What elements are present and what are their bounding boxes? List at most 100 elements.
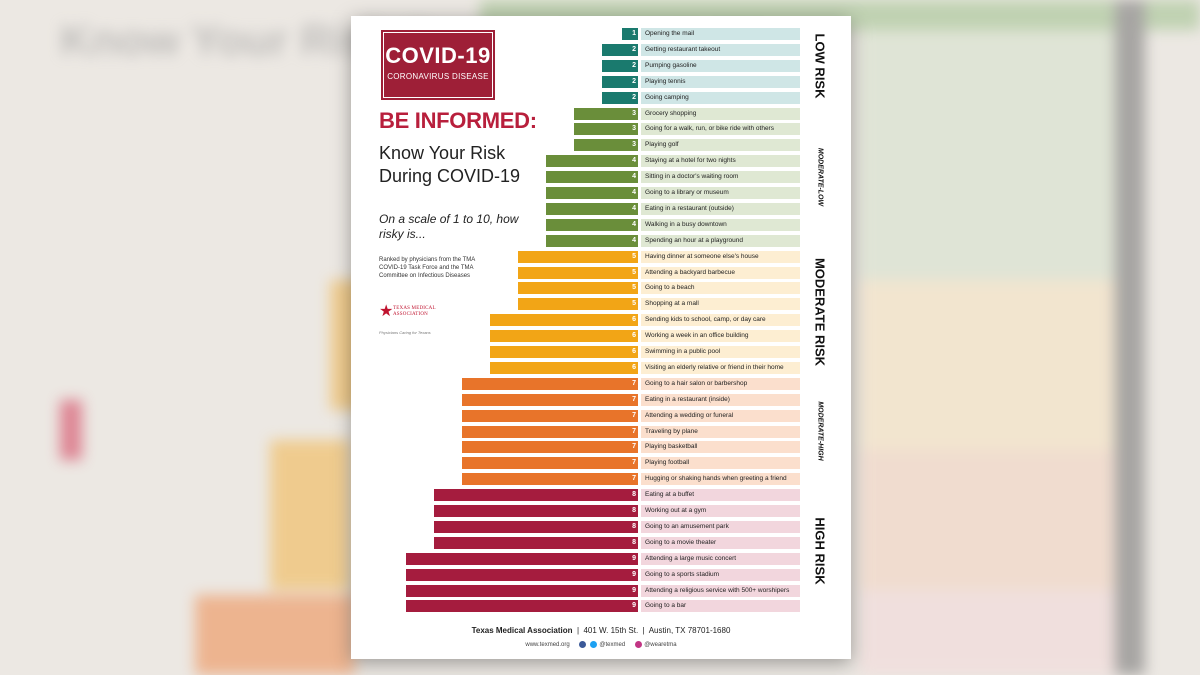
badge-title: COVID-19 (385, 43, 491, 68)
risk-value-label: 3 (632, 141, 636, 149)
chart-row: 6 Sending kids to school, camp, or day ca… (351, 314, 851, 327)
risk-bar: 2 (602, 91, 638, 104)
risk-bar: 5 (518, 282, 638, 295)
chart-row: 4 Spending an hour at a playground (351, 234, 851, 247)
tma-logo: ★ TEXAS MEDICAL ASSOCIATION Physicians C… (379, 304, 439, 338)
risk-value-label: 7 (632, 379, 636, 387)
risk-value-label: 3 (632, 109, 636, 117)
risk-zone-label: MODERATE-LOW (816, 147, 824, 207)
risk-value-label: 6 (632, 363, 636, 371)
risk-value-label: 1 (632, 30, 636, 37)
risk-value-label: 2 (632, 61, 636, 69)
activity-label: Going to a sports stadium (641, 568, 800, 581)
risk-value-label: 2 (632, 45, 636, 53)
risk-bar: 7 (462, 393, 638, 406)
activity-label: Going to a hair salon or barbershop (641, 377, 800, 390)
activity-label: Working out at a gym (641, 505, 800, 517)
risk-bar: 7 (462, 457, 638, 470)
risk-value-label: 4 (632, 157, 636, 165)
risk-value-label: 2 (632, 93, 636, 101)
risk-bar: 4 (546, 202, 638, 215)
activity-label: Working a week in an office building (641, 330, 800, 343)
chart-row: 7 Hugging or shaking hands when greeting … (351, 473, 851, 486)
activity-label: Playing golf (641, 139, 800, 152)
chart-row: 7 Traveling by plane (351, 425, 851, 438)
footer-org: Texas Medical Association (471, 626, 573, 635)
risk-bar: 4 (546, 187, 638, 199)
chart-row: 4 Eating in a restaurant (outside) (351, 202, 851, 215)
risk-value-label: 4 (632, 220, 636, 228)
chart-row: 6 Working a week in an office building (351, 330, 851, 343)
scale-question: On a scale of 1 to 10, how risky is... (379, 212, 519, 241)
chart-row: 6 Swimming in a public pool (351, 346, 851, 358)
risk-bar: 8 (434, 505, 638, 517)
badge-subtitle: CORONAVIRUS DISEASE (387, 72, 489, 81)
risk-value-label: 8 (632, 538, 636, 546)
risk-bar: 8 (434, 520, 638, 533)
chart-row: 2 Getting restaurant takeout (351, 43, 851, 56)
chart-row: 6 Visiting an elderly relative or friend … (351, 361, 851, 374)
chart-row: 4 Sitting in a doctor's waiting room (351, 171, 851, 184)
footer-address: Texas Medical Association | 401 W. 15th … (471, 626, 731, 635)
risk-bar: 7 (462, 409, 638, 422)
chart-row: 9 Attending a religious service with 500+… (351, 584, 851, 597)
activity-label: Going for a walk, run, or bike ride with… (641, 123, 800, 136)
risk-value-label: 8 (632, 491, 636, 499)
risk-value-label: 4 (632, 236, 636, 244)
risk-bar: 7 (462, 441, 638, 454)
risk-value-label: 9 (632, 586, 636, 594)
twitter-icon[interactable] (589, 641, 597, 648)
activity-label: Going to a movie theater (641, 536, 800, 549)
heading: BE INFORMED: (379, 108, 537, 133)
footer-social-handle[interactable]: @texmed (599, 642, 626, 649)
chart-row: 8 Going to a movie theater (351, 536, 851, 549)
risk-value-label: 4 (632, 189, 636, 196)
risk-bar: 6 (490, 361, 638, 374)
footer-website[interactable]: www.texmed.org (525, 642, 570, 649)
risk-value-label: 7 (632, 459, 636, 467)
footer-contacts: www.texmed.org @texmed @wearetma (351, 641, 851, 648)
footer-street: 401 W. 15th St. (583, 626, 639, 635)
risk-bar: 2 (602, 75, 638, 88)
chart-row: 7 Attending a wedding or funeral (351, 409, 851, 422)
activity-label: Eating at a buffet (641, 489, 800, 502)
footer-instagram[interactable]: @wearetma (644, 642, 677, 649)
chart-row: 7 Playing football (351, 457, 851, 470)
chart-row: 8 Going to an amusement park (351, 520, 851, 533)
activity-label: Attending a backyard barbecue (641, 266, 800, 279)
risk-value-label: 5 (632, 268, 636, 276)
activity-label: Walking in a busy downtown (641, 218, 800, 231)
chart-row: 9 Attending a large music concert (351, 552, 851, 565)
activity-label: Attending a wedding or funeral (641, 409, 800, 422)
activity-label: Pumping gasoline (641, 59, 800, 72)
risk-bar: 7 (462, 473, 638, 486)
risk-value-label: 3 (632, 125, 636, 133)
texas-star-icon: ★ (379, 303, 394, 320)
chart-row: 2 Going camping (351, 91, 851, 104)
risk-value-label: 6 (632, 316, 636, 324)
risk-zone-label: MODERATE-HIGH (816, 401, 824, 462)
risk-value-label: 9 (632, 570, 636, 578)
subheading: Know Your Risk During COVID-19 (379, 143, 521, 186)
facebook-icon[interactable] (579, 641, 587, 648)
risk-bar: 4 (546, 155, 638, 168)
chart-row: 5 Attending a backyard barbecue (351, 266, 851, 279)
risk-poster: COVID-19 CORONAVIRUS DISEASE BE INFORMED… (351, 16, 851, 659)
activity-label: Sitting in a doctor's waiting room (641, 171, 800, 184)
risk-value-label: 7 (632, 411, 636, 419)
activity-label: Going to a library or museum (641, 187, 800, 199)
risk-bar: 9 (406, 600, 638, 613)
instagram-icon[interactable] (634, 641, 642, 648)
tma-logo-tagline: Physicians Caring for Texans (379, 330, 431, 335)
risk-value-label: 6 (632, 348, 636, 355)
risk-bar: 9 (406, 552, 638, 565)
activity-label: Shopping at a mall (641, 298, 800, 311)
chart-row: 5 Going to a beach (351, 282, 851, 295)
risk-value-label: 4 (632, 204, 636, 212)
risk-bar: 3 (574, 123, 638, 136)
risk-bar: 2 (602, 59, 638, 72)
chart-row: 4 Going to a library or museum (351, 187, 851, 199)
activity-label: Going camping (641, 91, 800, 104)
chart-row: 3 Going for a walk, run, or bike ride wit… (351, 123, 851, 136)
risk-bar: 5 (518, 298, 638, 311)
